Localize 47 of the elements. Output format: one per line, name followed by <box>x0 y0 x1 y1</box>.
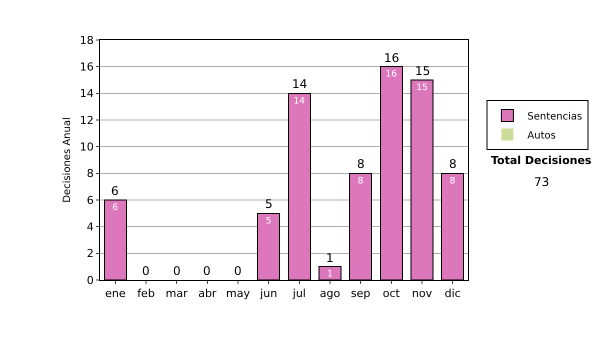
text: 73 <box>534 175 550 189</box>
y-tick-label: 6 <box>86 194 94 207</box>
total-label: 0 <box>203 264 211 278</box>
legend-label: Autos <box>527 130 556 142</box>
total-label: 0 <box>142 264 150 278</box>
y-tick-label: 10 <box>80 140 94 154</box>
total-label: 6 <box>111 184 119 198</box>
x-tick-label: jun <box>259 287 278 300</box>
legend-label: Sentencias <box>527 111 582 122</box>
y-tick-label: 8 <box>86 167 94 180</box>
total-label: 0 <box>173 264 181 278</box>
x-tick-label: feb <box>137 287 155 300</box>
data-label: 8 <box>450 176 456 186</box>
total-label: 0 <box>234 264 242 278</box>
x-tick-label: dic <box>444 287 461 300</box>
total-label: 14 <box>292 77 308 91</box>
data-label: 1 <box>327 270 333 280</box>
x-tick-label: mar <box>166 287 188 300</box>
total-label: 1 <box>326 251 334 265</box>
y-tick-label: 16 <box>80 60 94 74</box>
data-label: 5 <box>266 216 272 226</box>
data-label: 16 <box>385 70 398 80</box>
x-tick-label: ago <box>320 287 340 300</box>
x-tick-label: jul <box>292 287 306 300</box>
total-label: 15 <box>415 64 430 78</box>
y-tick-label: 2 <box>86 247 94 260</box>
total-label: 8 <box>357 157 365 171</box>
data-label: 14 <box>293 96 306 106</box>
x-tick-label: nov <box>412 287 433 300</box>
data-label: 15 <box>416 83 428 93</box>
y-tick-label: 18 <box>80 34 94 47</box>
y-tick-label: 14 <box>80 87 94 100</box>
x-tick-label: may <box>226 287 250 300</box>
data-label: 6 <box>112 203 118 213</box>
total-label: 8 <box>449 157 457 171</box>
y-tick-label: 0 <box>86 274 94 287</box>
total-label: 5 <box>265 197 273 211</box>
x-tick-label: sep <box>350 287 370 300</box>
x-tick-label: oct <box>382 287 401 300</box>
text: Total Decisiones <box>491 154 592 167</box>
y-tick-label: 4 <box>86 220 94 234</box>
x-tick-label: ene <box>105 287 126 300</box>
total-label: 16 <box>384 51 400 65</box>
x-tick-label: abr <box>198 287 217 300</box>
y-axis-title: Decisiones Anual <box>62 117 73 203</box>
y-tick-label: 12 <box>80 114 94 127</box>
data-label: 8 <box>358 176 364 186</box>
